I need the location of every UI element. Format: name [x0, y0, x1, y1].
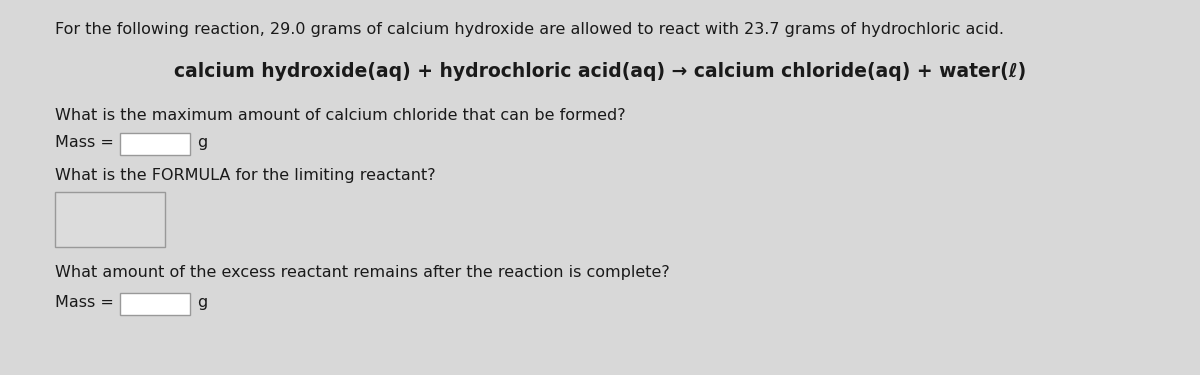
- FancyBboxPatch shape: [120, 133, 190, 155]
- Text: What is the FORMULA for the limiting reactant?: What is the FORMULA for the limiting rea…: [55, 168, 436, 183]
- Text: calcium hydroxide(aq) + hydrochloric acid(aq) → calcium chloride(aq) + water(ℓ): calcium hydroxide(aq) + hydrochloric aci…: [174, 62, 1026, 81]
- Text: For the following reaction, 29.0 grams of calcium hydroxide are allowed to react: For the following reaction, 29.0 grams o…: [55, 22, 1004, 37]
- Text: What amount of the excess reactant remains after the reaction is complete?: What amount of the excess reactant remai…: [55, 265, 670, 280]
- FancyBboxPatch shape: [120, 293, 190, 315]
- Text: Mass =: Mass =: [55, 295, 114, 310]
- Text: What is the maximum amount of calcium chloride that can be formed?: What is the maximum amount of calcium ch…: [55, 108, 625, 123]
- Text: Mass =: Mass =: [55, 135, 114, 150]
- Text: g: g: [197, 135, 208, 150]
- Text: g: g: [197, 295, 208, 310]
- FancyBboxPatch shape: [55, 192, 166, 247]
